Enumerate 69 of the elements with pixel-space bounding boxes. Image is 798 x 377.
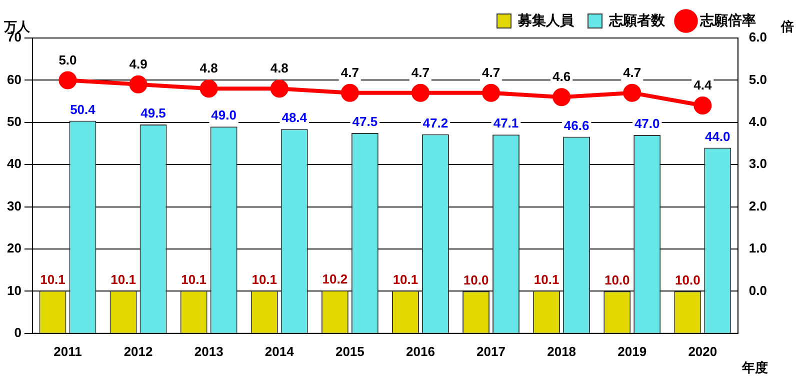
data-label: 4.6: [552, 69, 571, 84]
data-label: 4.9: [129, 56, 148, 72]
x-tick-label: 2014: [264, 344, 295, 359]
x-tick-label: 2016: [406, 344, 435, 359]
data-label: 10.1: [534, 272, 560, 287]
data-label: 10.0: [604, 272, 630, 288]
point: [200, 80, 218, 98]
legend-label: 志願者数: [608, 12, 666, 28]
data-label: 10.0: [675, 272, 700, 288]
x-tick-label: 2018: [547, 344, 576, 359]
y2-tick-label: 4.0: [748, 114, 768, 129]
point: [58, 71, 77, 90]
y2-tick-label: 2.0: [748, 198, 768, 214]
y-tick-label: 50: [6, 114, 22, 129]
y-tick-label: 10: [6, 282, 22, 298]
y2-tick-label: 1.0: [748, 240, 768, 256]
data-label: 4.8: [200, 60, 218, 76]
y-tick-label: 40: [6, 156, 22, 172]
y2-tick-label: 3.0: [748, 156, 768, 172]
x-tick-label: 2017: [476, 344, 506, 359]
data-label: 4.8: [270, 60, 288, 76]
y-tick-label: 60: [6, 72, 22, 87]
data-label: 10.1: [392, 272, 418, 287]
x-tick-label: 2011: [54, 344, 82, 359]
data-label: 10.1: [252, 272, 278, 287]
data-label: 46.6: [564, 118, 590, 133]
x-tick-label: 2012: [124, 344, 153, 359]
y2-tick-label: 5.0: [748, 72, 768, 87]
point: [340, 84, 359, 102]
data-label: 49.5: [140, 106, 166, 121]
x-tick-label: 2013: [194, 344, 224, 359]
point: [482, 84, 500, 102]
data-label: 47.2: [422, 115, 448, 130]
y2-tick-label: 6.0: [748, 30, 768, 45]
point: [694, 96, 712, 115]
data-label: 10.1: [181, 272, 206, 287]
x-tick-label: 2019: [618, 344, 647, 359]
data-label: 10.1: [110, 272, 136, 287]
point: [552, 88, 571, 106]
data-label: 47.5: [352, 114, 378, 130]
x-tick-label: 2020: [688, 344, 718, 359]
point: [270, 80, 288, 98]
point: [623, 84, 642, 102]
y-tick-label: 30: [6, 198, 22, 214]
legend-label: 募集人員: [517, 12, 575, 28]
data-label: 5.0: [58, 52, 77, 68]
x-axis-title: 年度: [741, 360, 768, 376]
data-label: 47.1: [493, 116, 519, 131]
y-tick-label: 20: [6, 240, 22, 256]
x-tick-label: 2015: [335, 344, 364, 359]
data-label: 4.7: [411, 64, 430, 80]
data-label: 10.0: [463, 272, 489, 288]
data-label: 44.0: [704, 128, 730, 144]
data-label: 49.0: [211, 108, 236, 123]
legend-label: 志願倍率: [699, 12, 756, 28]
data-label: 10.1: [40, 272, 66, 287]
data-label: 48.4: [282, 110, 308, 126]
data-label: 4.7: [482, 64, 500, 80]
data-label: 50.4: [70, 102, 96, 117]
point: [411, 84, 430, 102]
data-label: 4.7: [623, 64, 642, 80]
point: [129, 75, 148, 94]
y2-tick-label: 0.0: [748, 282, 768, 298]
data-label: 4.4: [694, 78, 712, 93]
data-label: 10.2: [322, 271, 348, 286]
data-label: 4.7: [340, 64, 359, 80]
y-tick-label: 0: [14, 324, 22, 340]
data-label: 47.0: [634, 116, 660, 132]
y2-axis-title: 倍: [780, 19, 794, 34]
